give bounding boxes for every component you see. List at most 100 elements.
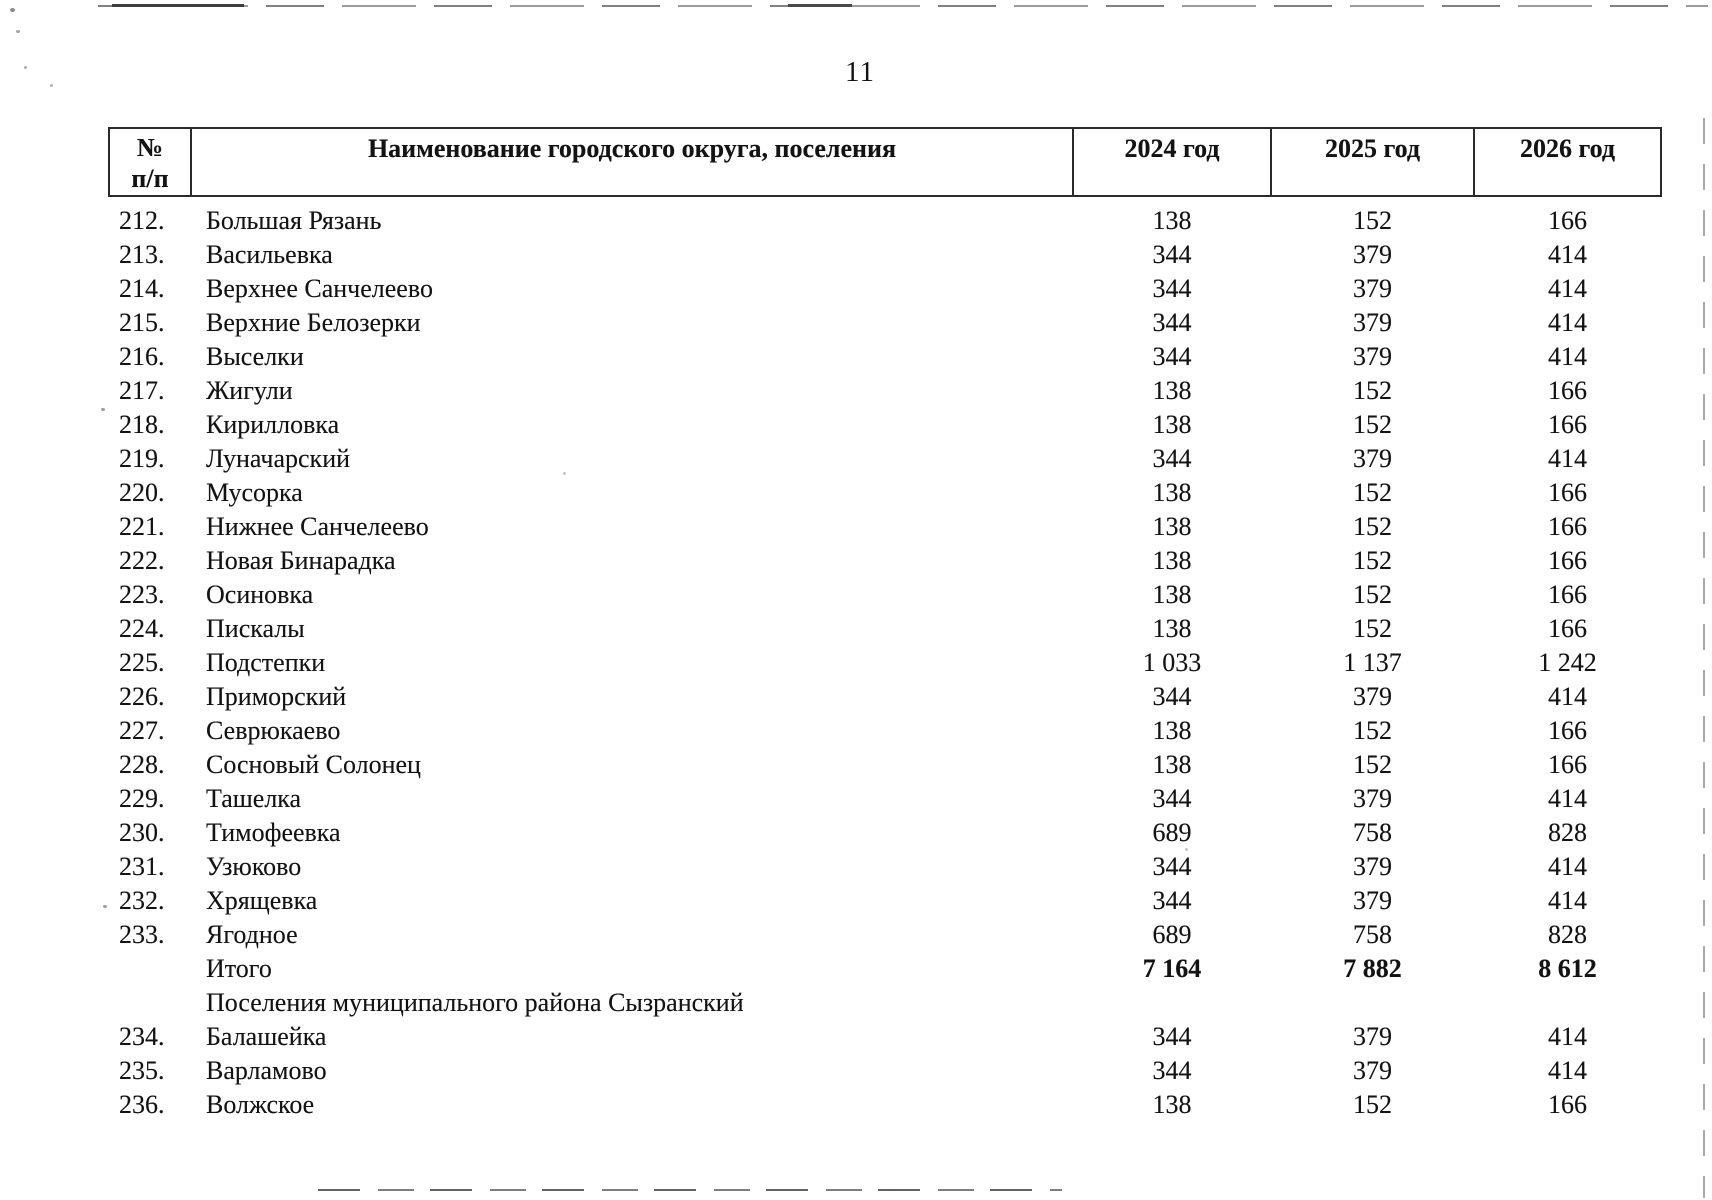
settlement-name: Севрюкаево bbox=[206, 716, 341, 745]
value-2026: 1 242 bbox=[1538, 648, 1597, 677]
row-number: 214. bbox=[119, 274, 165, 303]
table-row: 221. Нижнее Санчелеево 138 152 166 bbox=[109, 510, 1661, 544]
row-number: 236. bbox=[119, 1090, 165, 1119]
row-number: 232. bbox=[119, 886, 165, 915]
settlement-name: Ягодное bbox=[206, 920, 298, 949]
table-row: 232. Хрящевка 344 379 414 bbox=[109, 884, 1661, 918]
col-header-year-2026: 2026 год bbox=[1473, 127, 1662, 197]
value-2024: 344 bbox=[1152, 342, 1192, 371]
table-row: 225. Подстепки 1 033 1 137 1 242 bbox=[109, 646, 1661, 680]
value-2025: 152 bbox=[1353, 512, 1392, 541]
value-2025: 379 bbox=[1353, 240, 1392, 269]
value-2025: 152 bbox=[1353, 546, 1392, 575]
value-2024: 344 bbox=[1152, 682, 1192, 711]
row-number: 227. bbox=[119, 716, 165, 745]
value-2024: 1 033 bbox=[1142, 648, 1202, 677]
value-2024 bbox=[1073, 986, 1271, 1020]
table-row: 228. Сосновый Солонец 138 152 166 bbox=[109, 748, 1661, 782]
value-2024: 689 bbox=[1152, 920, 1192, 949]
value-2024: 138 bbox=[1152, 716, 1192, 745]
settlement-name: Жигули bbox=[206, 376, 293, 405]
table-header: № п/п Наименование городского округа, по… bbox=[108, 127, 1662, 197]
value-2024: 344 bbox=[1152, 784, 1192, 813]
value-2025: 152 bbox=[1353, 580, 1392, 609]
value-2026: 166 bbox=[1548, 1090, 1587, 1119]
value-2026: 166 bbox=[1548, 376, 1587, 405]
scan-artifact-top-dark-segment-2 bbox=[788, 4, 852, 7]
row-number: 234. bbox=[119, 1022, 165, 1051]
value-2025: 1 137 bbox=[1343, 648, 1402, 677]
value-2026 bbox=[1474, 986, 1661, 1020]
table-row: 226. Приморский 344 379 414 bbox=[109, 680, 1661, 714]
value-2024: 138 bbox=[1152, 478, 1192, 507]
value-2026: 166 bbox=[1548, 750, 1587, 779]
value-2025: 152 bbox=[1353, 614, 1392, 643]
table-row: 222. Новая Бинарадка 138 152 166 bbox=[109, 544, 1661, 578]
row-number: 222. bbox=[119, 546, 165, 575]
value-2026: 166 bbox=[1548, 716, 1587, 745]
row-number: 217. bbox=[119, 376, 165, 405]
scan-artifact-top-dark-segment bbox=[112, 4, 244, 7]
value-2025: 758 bbox=[1353, 818, 1392, 847]
value-2026: 166 bbox=[1548, 410, 1587, 439]
table-row: 229. Ташелка 344 379 414 bbox=[109, 782, 1661, 816]
value-2024: 138 bbox=[1152, 580, 1192, 609]
value-2025: 152 bbox=[1353, 206, 1392, 235]
scan-speck bbox=[24, 66, 27, 69]
value-2025: 758 bbox=[1353, 920, 1392, 949]
value-2024: 7 164 bbox=[1142, 954, 1202, 983]
value-2024: 138 bbox=[1152, 614, 1192, 643]
value-2026: 166 bbox=[1548, 206, 1587, 235]
row-number: 213. bbox=[119, 240, 165, 269]
value-2026: 414 bbox=[1548, 342, 1587, 371]
row-number: 231. bbox=[119, 852, 165, 881]
table-row: 217. Жигули 138 152 166 bbox=[109, 374, 1661, 408]
value-2025: 152 bbox=[1353, 1090, 1392, 1119]
row-number: 221. bbox=[119, 512, 165, 541]
row-number: 215. bbox=[119, 308, 165, 337]
value-2026: 828 bbox=[1548, 920, 1587, 949]
settlement-name: Нижнее Санчелеево bbox=[206, 512, 429, 541]
value-2026: 414 bbox=[1548, 274, 1587, 303]
col-header-num-line2: п/п bbox=[131, 164, 169, 193]
settlement-name: Тимофеевка bbox=[206, 818, 341, 847]
settlement-name: Васильевка bbox=[206, 240, 333, 269]
value-2025 bbox=[1271, 986, 1474, 1020]
settlement-name: Верхнее Санчелеево bbox=[206, 274, 433, 303]
table-row: 212. Большая Рязань 138 152 166 bbox=[109, 204, 1661, 238]
row-number: 235. bbox=[119, 1056, 165, 1085]
value-2025: 379 bbox=[1353, 682, 1392, 711]
table-header-row: № п/п Наименование городского округа, по… bbox=[108, 127, 1662, 197]
col-header-year-2025: 2025 год bbox=[1270, 127, 1475, 197]
settlement-name: Волжское bbox=[206, 1090, 315, 1119]
table-row: 218. Кирилловка 138 152 166 bbox=[109, 408, 1661, 442]
table-row: 215. Верхние Белозерки 344 379 414 bbox=[109, 306, 1661, 340]
settlement-name: Новая Бинарадка bbox=[206, 546, 396, 575]
value-2025: 152 bbox=[1353, 716, 1392, 745]
value-2026: 166 bbox=[1548, 512, 1587, 541]
value-2026: 166 bbox=[1548, 478, 1587, 507]
value-2025: 379 bbox=[1353, 784, 1392, 813]
value-2024: 344 bbox=[1152, 1022, 1192, 1051]
settlement-name: Итого bbox=[206, 954, 272, 983]
settlement-name: Пискалы bbox=[206, 614, 305, 643]
value-2026: 8 612 bbox=[1538, 954, 1597, 983]
value-2024: 344 bbox=[1152, 444, 1192, 473]
scan-speck bbox=[50, 84, 53, 87]
value-2026: 414 bbox=[1548, 852, 1587, 881]
settlement-name: Выселки bbox=[206, 342, 304, 371]
table-row: 223. Осиновка 138 152 166 bbox=[109, 578, 1661, 612]
value-2024: 138 bbox=[1152, 1090, 1192, 1119]
value-2025: 152 bbox=[1353, 410, 1392, 439]
value-2024: 344 bbox=[1152, 274, 1192, 303]
table-row: 235. Варламово 344 379 414 bbox=[109, 1054, 1661, 1088]
value-2025: 379 bbox=[1353, 308, 1392, 337]
table-row: 233. Ягодное 689 758 828 bbox=[109, 918, 1661, 952]
value-2025: 379 bbox=[1353, 342, 1392, 371]
settlement-name: Осиновка bbox=[206, 580, 314, 609]
scan-speck bbox=[10, 8, 15, 12]
row-number: 216. bbox=[119, 342, 165, 371]
col-header-year-2024: 2024 год bbox=[1072, 127, 1272, 197]
row-number: 226. bbox=[119, 682, 165, 711]
table-row: 220. Мусорка 138 152 166 bbox=[109, 476, 1661, 510]
